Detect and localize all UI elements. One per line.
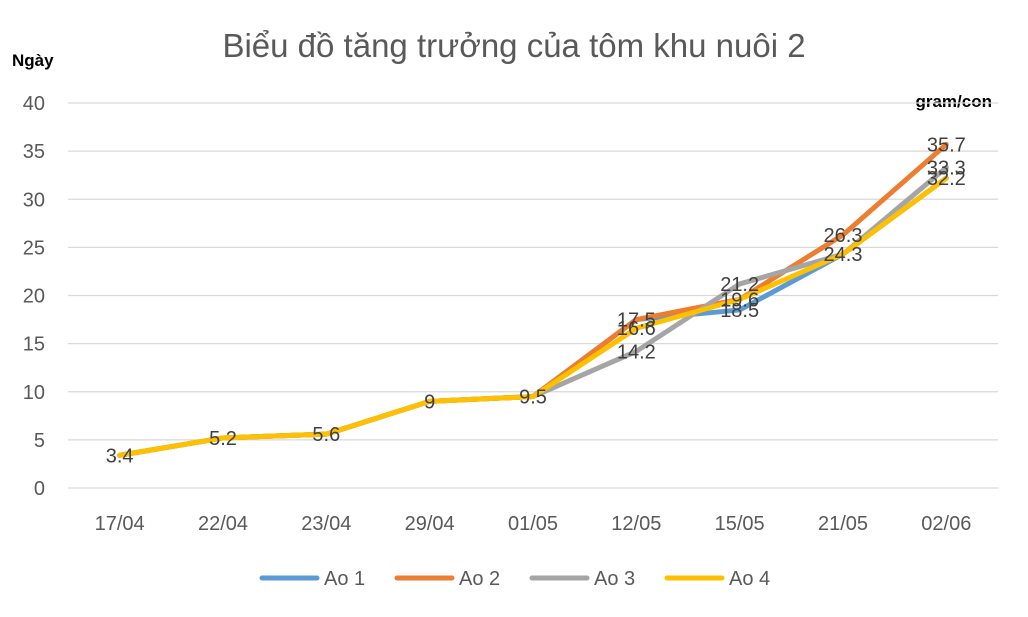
series-line-ao-1 [117, 175, 949, 458]
y-tick-label: 30 [23, 189, 45, 211]
x-tick-label: 02/06 [921, 513, 971, 535]
data-label: 16.6 [617, 318, 656, 340]
y-tick-label: 10 [23, 382, 45, 404]
data-label: 33.3 [927, 157, 966, 179]
series-line-ao-4 [117, 175, 949, 458]
y-tick-label: 25 [23, 237, 45, 259]
series-line-ao-3 [117, 164, 949, 458]
data-labels: 18.5 17.5 26.3 35.7 14.2 21.2 33.3 3.4 5.2 5.6 9 9.… [106, 134, 966, 467]
data-label: 17.5 [617, 310, 656, 332]
data-label: 26.3 [824, 225, 863, 247]
x-axis-ticks: 17/04 22/04 23/04 29/04 01/05 12/05 15/05 21/05… [95, 513, 972, 535]
data-label: 24.3 [824, 244, 863, 266]
x-tick-label: 22/04 [198, 513, 248, 535]
data-label: 19.6 [720, 289, 759, 311]
y-axis-label: Ngày [12, 51, 54, 70]
data-label: 35.7 [927, 134, 966, 156]
data-label: 18.5 [720, 300, 759, 322]
x-tick-label: 01/05 [508, 513, 558, 535]
legend-label: Ao 2 [459, 568, 500, 590]
data-label: 9.5 [519, 387, 547, 409]
legend-label: Ao 3 [594, 568, 635, 590]
x-tick-label: 21/05 [818, 513, 868, 535]
data-label: 5.6 [312, 424, 340, 446]
data-label: 21.2 [720, 274, 759, 296]
data-label: 5.2 [209, 428, 237, 450]
y-axis-ticks: 0 5 10 15 20 25 30 35 40 [23, 93, 45, 500]
gridlines [68, 102, 998, 489]
data-label: 9 [424, 391, 435, 413]
y-tick-label: 20 [23, 286, 45, 308]
legend-label: Ao 4 [729, 568, 770, 590]
x-tick-label: 17/04 [95, 513, 145, 535]
series-lines [117, 141, 949, 458]
x-tick-label: 29/04 [405, 513, 455, 535]
series-line-ao-2 [117, 141, 949, 458]
data-label: 14.2 [617, 341, 656, 363]
x-tick-label: 23/04 [301, 513, 351, 535]
y-tick-label: 40 [23, 93, 45, 115]
y-tick-label: 15 [23, 334, 45, 356]
unit-label: gram/con [915, 92, 992, 111]
data-label: 32.2 [927, 168, 966, 190]
x-tick-label: 12/05 [611, 513, 661, 535]
legend: Ao 1 Ao 2 Ao 3 Ao 4 [259, 568, 770, 590]
chart-title: Biểu đồ tăng trưởng của tôm khu nuôi 2 [222, 27, 805, 64]
y-tick-label: 5 [34, 430, 45, 452]
x-tick-label: 15/05 [715, 513, 765, 535]
data-label: 3.4 [106, 445, 134, 467]
legend-label: Ao 1 [324, 568, 365, 590]
y-tick-label: 35 [23, 141, 45, 163]
y-tick-label: 0 [34, 478, 45, 500]
